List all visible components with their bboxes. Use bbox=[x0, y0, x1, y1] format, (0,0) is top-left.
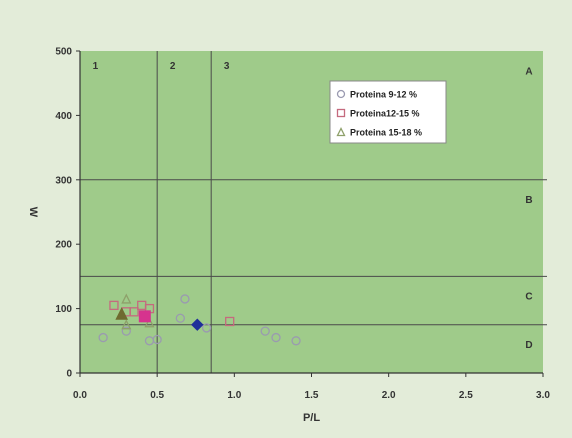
highlight-point-triangle-0 bbox=[115, 307, 128, 320]
point-circle-0-4 bbox=[175, 313, 185, 323]
legend-label-1: Proteina12-15 % bbox=[350, 109, 420, 119]
legend-marker-square bbox=[336, 108, 346, 118]
x-tick-label-3: 1.5 bbox=[305, 390, 319, 401]
zone-column-label-2: 3 bbox=[224, 61, 230, 72]
legend-label-0: Proteina 9-12 % bbox=[350, 90, 417, 100]
x-tick-label-4: 2.0 bbox=[382, 390, 396, 401]
legend-label-2: Proteina 15-18 % bbox=[350, 128, 422, 138]
zone-row-label-1: B bbox=[525, 195, 532, 206]
point-square-1-0 bbox=[109, 300, 119, 311]
y-tick-label-0: 0 bbox=[66, 369, 72, 380]
point-square-1-2 bbox=[129, 307, 139, 317]
zone-column-label-1: 2 bbox=[170, 61, 176, 72]
y-tick-label-3: 300 bbox=[55, 175, 72, 186]
x-tick-label-0: 0.0 bbox=[73, 390, 87, 401]
legend-marker-triangle bbox=[336, 127, 346, 137]
point-circle-0-3 bbox=[152, 334, 162, 345]
highlight-point-square-1 bbox=[138, 310, 151, 323]
point-circle-0-9 bbox=[291, 336, 301, 346]
x-tick-label-6: 3.0 bbox=[536, 390, 550, 401]
legend-marker-circle bbox=[336, 89, 346, 99]
x-axis-label: P/L bbox=[303, 412, 320, 424]
point-circle-0-0 bbox=[98, 332, 108, 343]
point-circle-0-6 bbox=[201, 323, 212, 333]
highlight-point-diamond-2 bbox=[191, 318, 204, 331]
point-triangle-2-2 bbox=[144, 317, 155, 328]
y-axis-label: W bbox=[27, 207, 39, 218]
zone-column-label-0: 1 bbox=[93, 61, 99, 72]
point-circle-0-1 bbox=[121, 326, 131, 336]
zone-row-label-2: C bbox=[525, 292, 532, 303]
point-triangle-2-1 bbox=[121, 319, 132, 330]
y-tick-label-1: 100 bbox=[55, 304, 72, 315]
point-triangle-2-0 bbox=[121, 293, 132, 304]
point-circle-0-7 bbox=[260, 326, 270, 336]
x-tick-label-5: 2.5 bbox=[459, 390, 473, 401]
y-tick-label-2: 200 bbox=[55, 240, 72, 251]
point-circle-0-5 bbox=[180, 294, 190, 304]
x-tick-label-2: 1.0 bbox=[227, 390, 241, 401]
y-tick-label-5: 500 bbox=[55, 47, 72, 58]
y-tick-label-4: 400 bbox=[55, 111, 72, 122]
zone-row-label-3: D bbox=[525, 340, 532, 351]
zone-row-label-0: A bbox=[525, 66, 532, 77]
x-tick-label-1: 0.5 bbox=[150, 390, 164, 401]
legend-box bbox=[329, 80, 447, 144]
point-circle-0-8 bbox=[271, 332, 281, 343]
point-square-1-5 bbox=[225, 316, 235, 327]
